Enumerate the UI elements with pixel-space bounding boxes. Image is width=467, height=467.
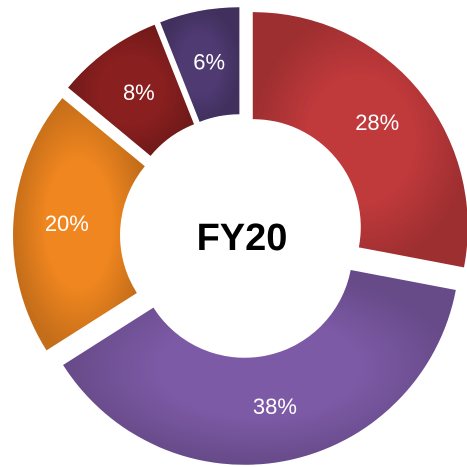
value-label: 28% — [355, 110, 399, 135]
value-label: 8% — [123, 80, 155, 105]
value-label: 20% — [45, 211, 89, 236]
value-label: 6% — [193, 49, 225, 74]
value-label: 38% — [253, 394, 297, 419]
center-label: FY20 — [197, 217, 288, 259]
